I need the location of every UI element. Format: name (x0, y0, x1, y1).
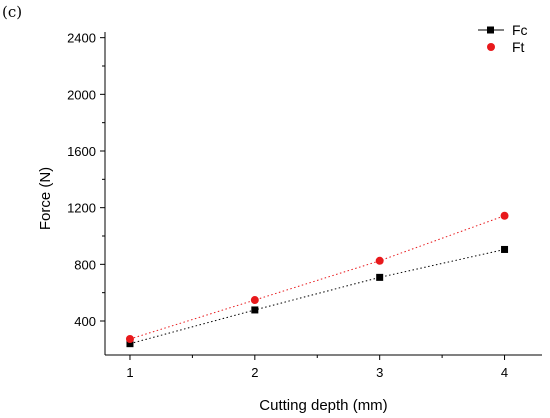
data-point-fc (501, 245, 509, 253)
data-point-fc (251, 306, 259, 314)
x-tick-label: 1 (126, 365, 133, 380)
axes (104, 32, 542, 356)
series (125, 211, 509, 348)
y-tick-label: 400 (74, 314, 96, 329)
y-axis-title: Force (N) (37, 167, 54, 230)
y-tick-label: 800 (74, 257, 96, 272)
x-tick-label: 4 (501, 365, 508, 380)
data-point-ft (500, 211, 509, 220)
legend-marker-fc (487, 26, 494, 34)
x-tick-label: 2 (251, 365, 258, 380)
series-line-fc (129, 248, 505, 345)
data-point-ft (250, 296, 259, 305)
panel-label: (c) (2, 3, 22, 21)
data-point-ft (125, 334, 134, 343)
y-tick-label: 2000 (67, 87, 96, 102)
y-tick-label: 2400 (67, 31, 96, 46)
data-point-fc (376, 273, 384, 281)
ticks: 1 2 3 4 400 800 1200 1600 2000 2400 (67, 31, 508, 380)
data-point-ft (375, 256, 384, 265)
legend-label-fc: Fc (512, 22, 528, 38)
legend-label-ft: Ft (512, 39, 525, 55)
series-line-ft (129, 215, 505, 340)
legend-marker-ft (487, 43, 495, 51)
x-tick-label: 3 (376, 365, 383, 380)
y-tick-label: 1600 (67, 144, 96, 159)
y-tick-label: 1200 (67, 201, 96, 216)
data-point-fc (126, 340, 134, 348)
x-axis-title: Cutting depth (mm) (259, 397, 387, 414)
